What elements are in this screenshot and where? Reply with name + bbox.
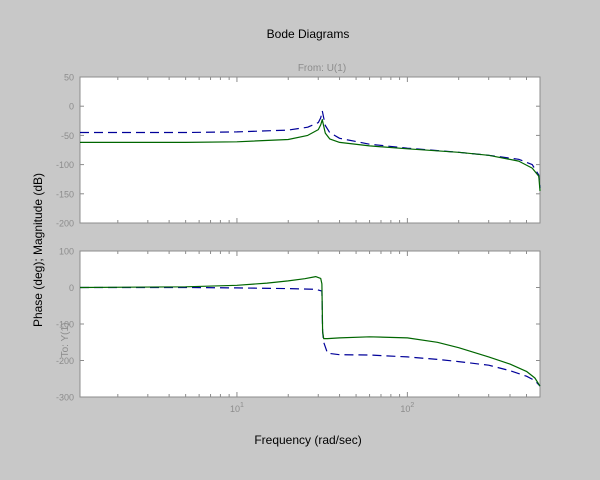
phase-y-tick-label: 0 — [69, 283, 74, 293]
magnitude-axes-box — [79, 76, 541, 224]
magnitude-y-tick-label: -200 — [56, 219, 74, 229]
phase-series-2-line — [79, 276, 541, 387]
magnitude-series-1-line — [80, 110, 541, 189]
chart-title: Bode Diagrams — [267, 27, 350, 41]
output-label: To: Y(1) — [60, 323, 71, 358]
magnitude-series-2-line — [80, 118, 541, 191]
phase-panel: 100 0 -100 -200 -300 101 102 — [56, 247, 541, 414]
magnitude-y-tick-label: -100 — [56, 160, 74, 170]
phase-y-tick-label: -300 — [56, 393, 74, 403]
phase-y-tick-label: -200 — [56, 356, 74, 366]
phase-axes-box — [79, 250, 541, 398]
magnitude-y-tick-label: 0 — [69, 102, 74, 112]
magnitude-y-tick-label: 50 — [64, 73, 74, 83]
magnitude-panel: 50 0 -50 -100 -150 -200 — [56, 73, 541, 229]
magnitude-y-tick-label: -150 — [56, 189, 74, 199]
phase-x-tick-label: 102 — [400, 402, 414, 414]
phase-x-tick-label: 101 — [230, 402, 244, 414]
phase-y-tick-label: 100 — [59, 247, 74, 257]
magnitude-y-tick-label: -50 — [61, 131, 74, 141]
x-axis-label: Frequency (rad/sec) — [254, 433, 361, 447]
y-axis-label: Phase (deg); Magnitude (dB) — [31, 173, 45, 327]
input-label: From: U(1) — [298, 63, 346, 74]
phase-y-tick-label: -100 — [56, 320, 74, 330]
